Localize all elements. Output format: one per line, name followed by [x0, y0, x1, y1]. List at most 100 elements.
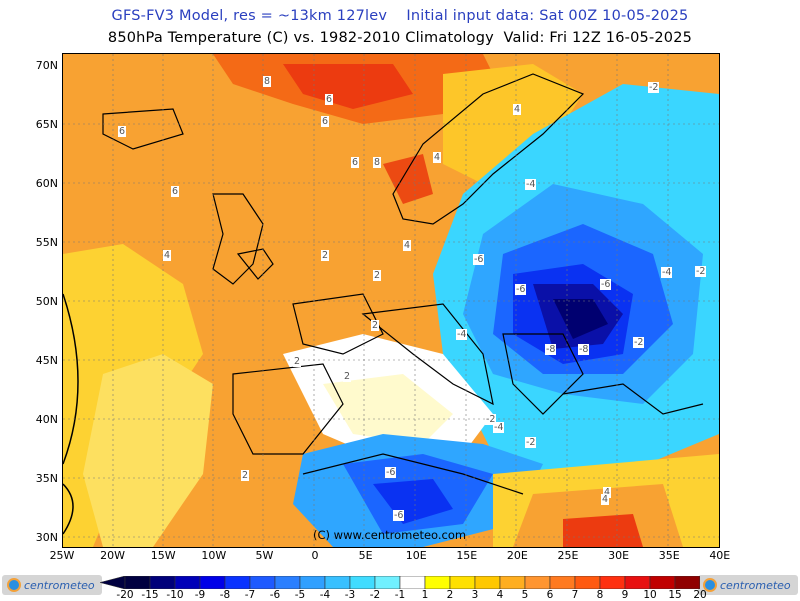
- colorbar-swatch: [499, 576, 526, 589]
- colorbar-tick-label: -7: [244, 589, 256, 601]
- title-line-2: 850hPa Temperature (C) vs. 1982-2010 Cli…: [107, 30, 693, 46]
- colorbar-swatch: [624, 576, 651, 589]
- contour-label: 6: [171, 186, 180, 197]
- colorbar-swatch: [274, 576, 301, 589]
- contour-label: 2: [343, 371, 352, 382]
- lon-label: 0: [311, 549, 319, 562]
- contour-label: 2: [373, 270, 382, 281]
- contour-label: -2: [485, 414, 497, 425]
- logo-text-left: centrometeo: [24, 578, 95, 592]
- contour-label: 8: [263, 76, 272, 87]
- colorbar-tick-label: -6: [269, 589, 281, 601]
- contour-label: 6: [321, 116, 330, 127]
- colorbar-tick-label: 8: [596, 589, 604, 601]
- colorbar-tick-label: -5: [294, 589, 306, 601]
- lat-label: 30N: [35, 531, 58, 544]
- contour-label: 4: [601, 494, 610, 505]
- colorbar-swatch: [524, 576, 551, 589]
- lon-label: 40E: [709, 549, 731, 562]
- contour-label: -6: [515, 284, 527, 295]
- colorbar-tick-label: 10: [643, 589, 657, 601]
- contour-label: 6: [118, 126, 127, 137]
- contour-label: 2: [321, 250, 330, 261]
- lon-label: 5E: [358, 549, 373, 562]
- lat-label: 55N: [35, 236, 58, 249]
- contour-label: 2: [371, 320, 380, 331]
- colorbar-swatch: [224, 576, 251, 589]
- lon-label: 10W: [201, 549, 227, 562]
- colorbar-tick-label: -4: [319, 589, 331, 601]
- lat-label: 50N: [35, 295, 58, 308]
- contour-label: 4: [163, 250, 172, 261]
- colorbar-swatch: [549, 576, 576, 589]
- title-line-1: GFS-FV3 Model, res = ~13km 127lev Initia…: [111, 8, 689, 24]
- contour-label: 4: [433, 152, 442, 163]
- colorbar-tick-label: -2: [369, 589, 381, 601]
- lat-label: 40N: [35, 413, 58, 426]
- colorbar-swatch: [349, 576, 376, 589]
- contour-label: 2: [293, 356, 302, 367]
- contour-label: -8: [545, 344, 557, 355]
- contour-label: -4: [456, 329, 468, 340]
- contour-label: 4: [603, 487, 612, 498]
- colorbar-tick-label: 1: [421, 589, 429, 601]
- colorbar-swatch: [199, 576, 226, 589]
- temperature-anomaly-map: [63, 54, 719, 547]
- colorbar-swatch: [649, 576, 676, 589]
- lon-label: 10E: [405, 549, 427, 562]
- colorbar-swatch: [124, 576, 151, 589]
- contour-label: -6: [393, 510, 405, 521]
- contour-label: -4: [493, 422, 505, 433]
- lat-label: 60N: [35, 177, 58, 190]
- lon-label: 20E: [506, 549, 528, 562]
- lon-label: 20W: [100, 549, 126, 562]
- colorbar-swatch: [574, 576, 601, 589]
- contour-label: 4: [403, 240, 412, 251]
- lat-label: 65N: [35, 118, 58, 131]
- colorbar-swatch: [474, 576, 501, 589]
- colorbar-tick-label: -20: [116, 589, 134, 601]
- lat-label: 35N: [35, 472, 58, 485]
- lat-label: 45N: [35, 354, 58, 367]
- colorbar-swatch: [674, 576, 700, 589]
- lon-label: 5W: [255, 549, 274, 562]
- centrometeo-logo-left: centrometeo: [2, 575, 102, 595]
- colorbar-tick-label: -10: [166, 589, 184, 601]
- colorbar-tick-label: 15: [668, 589, 682, 601]
- contour-label: 6: [325, 94, 334, 105]
- colorbar-tick-label: -8: [219, 589, 231, 601]
- lon-label: 25W: [49, 549, 75, 562]
- lon-label: 35E: [658, 549, 680, 562]
- colorbar-swatch: [149, 576, 176, 589]
- logo-icon: [7, 578, 21, 592]
- colorbar-tick-label: 3: [471, 589, 479, 601]
- colorbar-tick-label: -15: [141, 589, 159, 601]
- colorbar-swatch: [324, 576, 351, 589]
- colorbar-tick-label: 5: [521, 589, 529, 601]
- colorbar-tick-label: 20: [693, 589, 707, 601]
- colorbar-tick-label: 9: [621, 589, 629, 601]
- colorbar-swatch: [449, 576, 476, 589]
- colorbar-tick-label: 7: [571, 589, 579, 601]
- map-frame: 8 6 6 6 6 8 6 4 4 4 2 2 2 2 2 4 -4 -6 -6 -8 -6 -8 -4 -2 -4 -6 -6 -4…: [62, 53, 720, 548]
- contour-label: 6: [351, 157, 360, 168]
- logo-text-right: centrometeo: [720, 578, 791, 592]
- colorbar-tick-label: 4: [496, 589, 504, 601]
- lon-label: 30E: [608, 549, 630, 562]
- contour-label: -2: [695, 266, 707, 277]
- contour-label: 2: [241, 470, 250, 481]
- colorbar-tick-label: -3: [344, 589, 356, 601]
- colorbar-swatch: [399, 576, 426, 589]
- colorbar-tick-label: 2: [446, 589, 454, 601]
- colorbar: [100, 576, 700, 589]
- colorbar-swatch: [374, 576, 401, 589]
- colorbar-swatch: [299, 576, 326, 589]
- logo-icon: [703, 578, 717, 592]
- lat-label: 70N: [35, 59, 58, 72]
- colorbar-swatch: [599, 576, 626, 589]
- colorbar-swatch: [249, 576, 276, 589]
- colorbar-arrow-left: [100, 576, 126, 589]
- contour-label: -2: [525, 437, 537, 448]
- contour-label: 8: [373, 157, 382, 168]
- contour-label: -2: [648, 82, 660, 93]
